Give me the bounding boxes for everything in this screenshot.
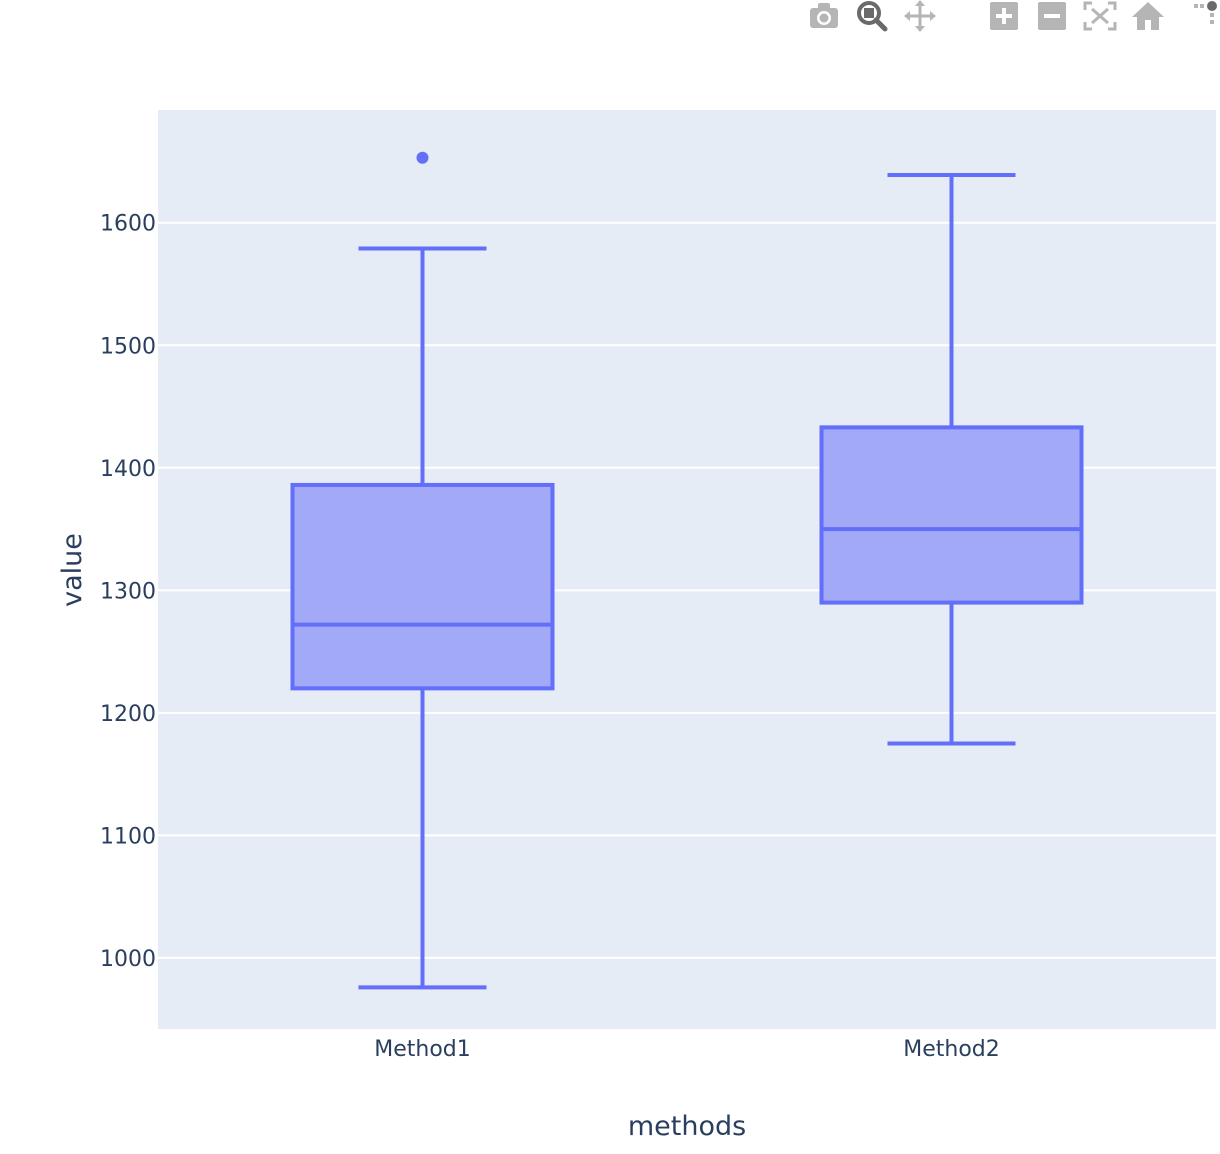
x-axis-title: methods xyxy=(628,1111,746,1142)
y-tick-label: 1000 xyxy=(100,947,156,972)
zoom-out-icon[interactable] xyxy=(1034,0,1070,32)
y-tick-label: 1400 xyxy=(100,457,156,482)
zoom-in-icon[interactable] xyxy=(986,0,1022,32)
zoom-icon[interactable] xyxy=(854,0,890,32)
pan-icon[interactable] xyxy=(902,0,938,32)
camera-icon[interactable] xyxy=(806,0,842,32)
iqr-box xyxy=(819,425,1084,605)
x-tick-label: Method1 xyxy=(374,1037,471,1062)
y-tick-label: 1200 xyxy=(100,702,156,727)
x-tick-label: Method2 xyxy=(903,1037,1000,1062)
y-axis-title: value xyxy=(57,533,88,607)
more-icon[interactable] xyxy=(1186,0,1220,32)
y-tick-label: 1600 xyxy=(100,212,156,237)
y-tick-label: 1500 xyxy=(100,334,156,359)
outlier-point[interactable] xyxy=(416,151,429,164)
boxes xyxy=(290,151,1084,990)
autoscale-icon[interactable] xyxy=(1082,0,1118,32)
reset-axes-icon[interactable] xyxy=(1130,0,1166,32)
y-axis-ticks: 1000 1100 1200 1300 1400 1500 1600 xyxy=(100,212,156,972)
x-axis-ticks: Method1 Method2 xyxy=(374,1037,1000,1062)
box-method2[interactable] xyxy=(819,172,1084,746)
y-tick-label: 1100 xyxy=(100,824,156,849)
y-tick-label: 1300 xyxy=(100,579,156,604)
iqr-box xyxy=(290,482,555,691)
box-method1[interactable] xyxy=(290,151,555,990)
